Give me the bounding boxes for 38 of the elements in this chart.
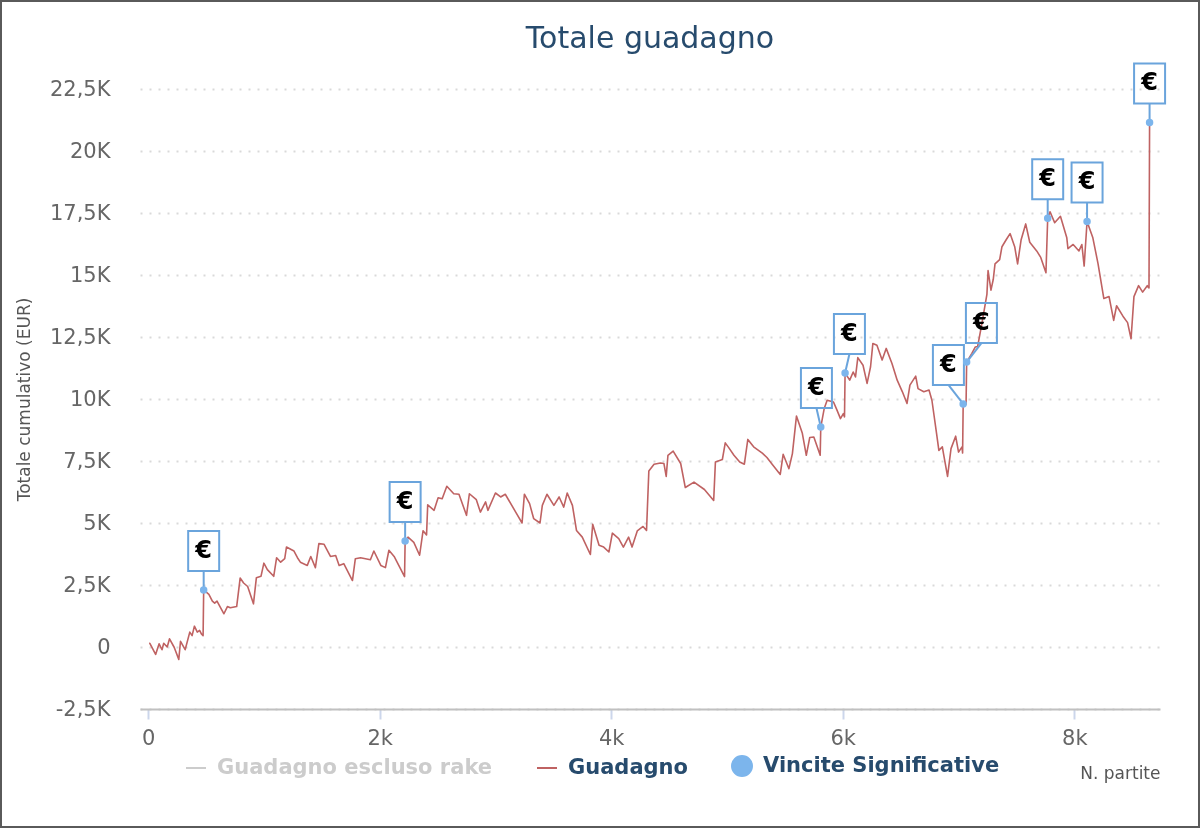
annotation: € [1140,68,1158,97]
y-tick-label: 22,5K [49,76,112,101]
y-axis-title: Totale cumulativo (EUR) [13,297,34,503]
point [1145,118,1154,127]
x-tick-label: 4k [598,725,626,750]
y-tick-label: 2,5K [63,572,112,597]
y-tick-label: -2,5K [55,696,112,721]
x-tick-label: 6k [830,725,857,750]
annotation: € [939,349,957,378]
y-tick-label: 12,5K [49,324,112,349]
y-tick-label: 7,5K [63,448,112,473]
point [841,369,849,377]
point [1083,217,1091,226]
x-tick-label: 0 [141,725,156,750]
legend-label: Guadagno [568,755,688,779]
x-tick-label: 2k [367,725,394,750]
legend-label: Vincite Significative [763,753,1000,777]
y-tick-label: 20K [70,138,112,163]
x-tick-label: 8k [1062,725,1089,750]
annotation: € [395,487,414,516]
y-tick-label: 10K [70,386,112,411]
y-tick-label: 15K [70,262,112,287]
point [1043,214,1052,222]
y-tick-label: 17,5K [49,200,112,225]
point [817,423,825,431]
chart-title: Totale guadagno [524,20,775,56]
annotation: € [972,308,990,337]
point [199,586,208,594]
y-tick-label: 0 [97,634,111,659]
annotation: € [1038,164,1057,193]
annotation: € [807,373,825,402]
x-axis-title: N. partite [1080,762,1161,783]
annotation: € [194,535,213,564]
point [401,537,409,545]
annotation: € [1077,167,1096,196]
point [959,400,967,408]
annotation: € [840,318,858,347]
y-tick-label: 5K [83,510,112,535]
